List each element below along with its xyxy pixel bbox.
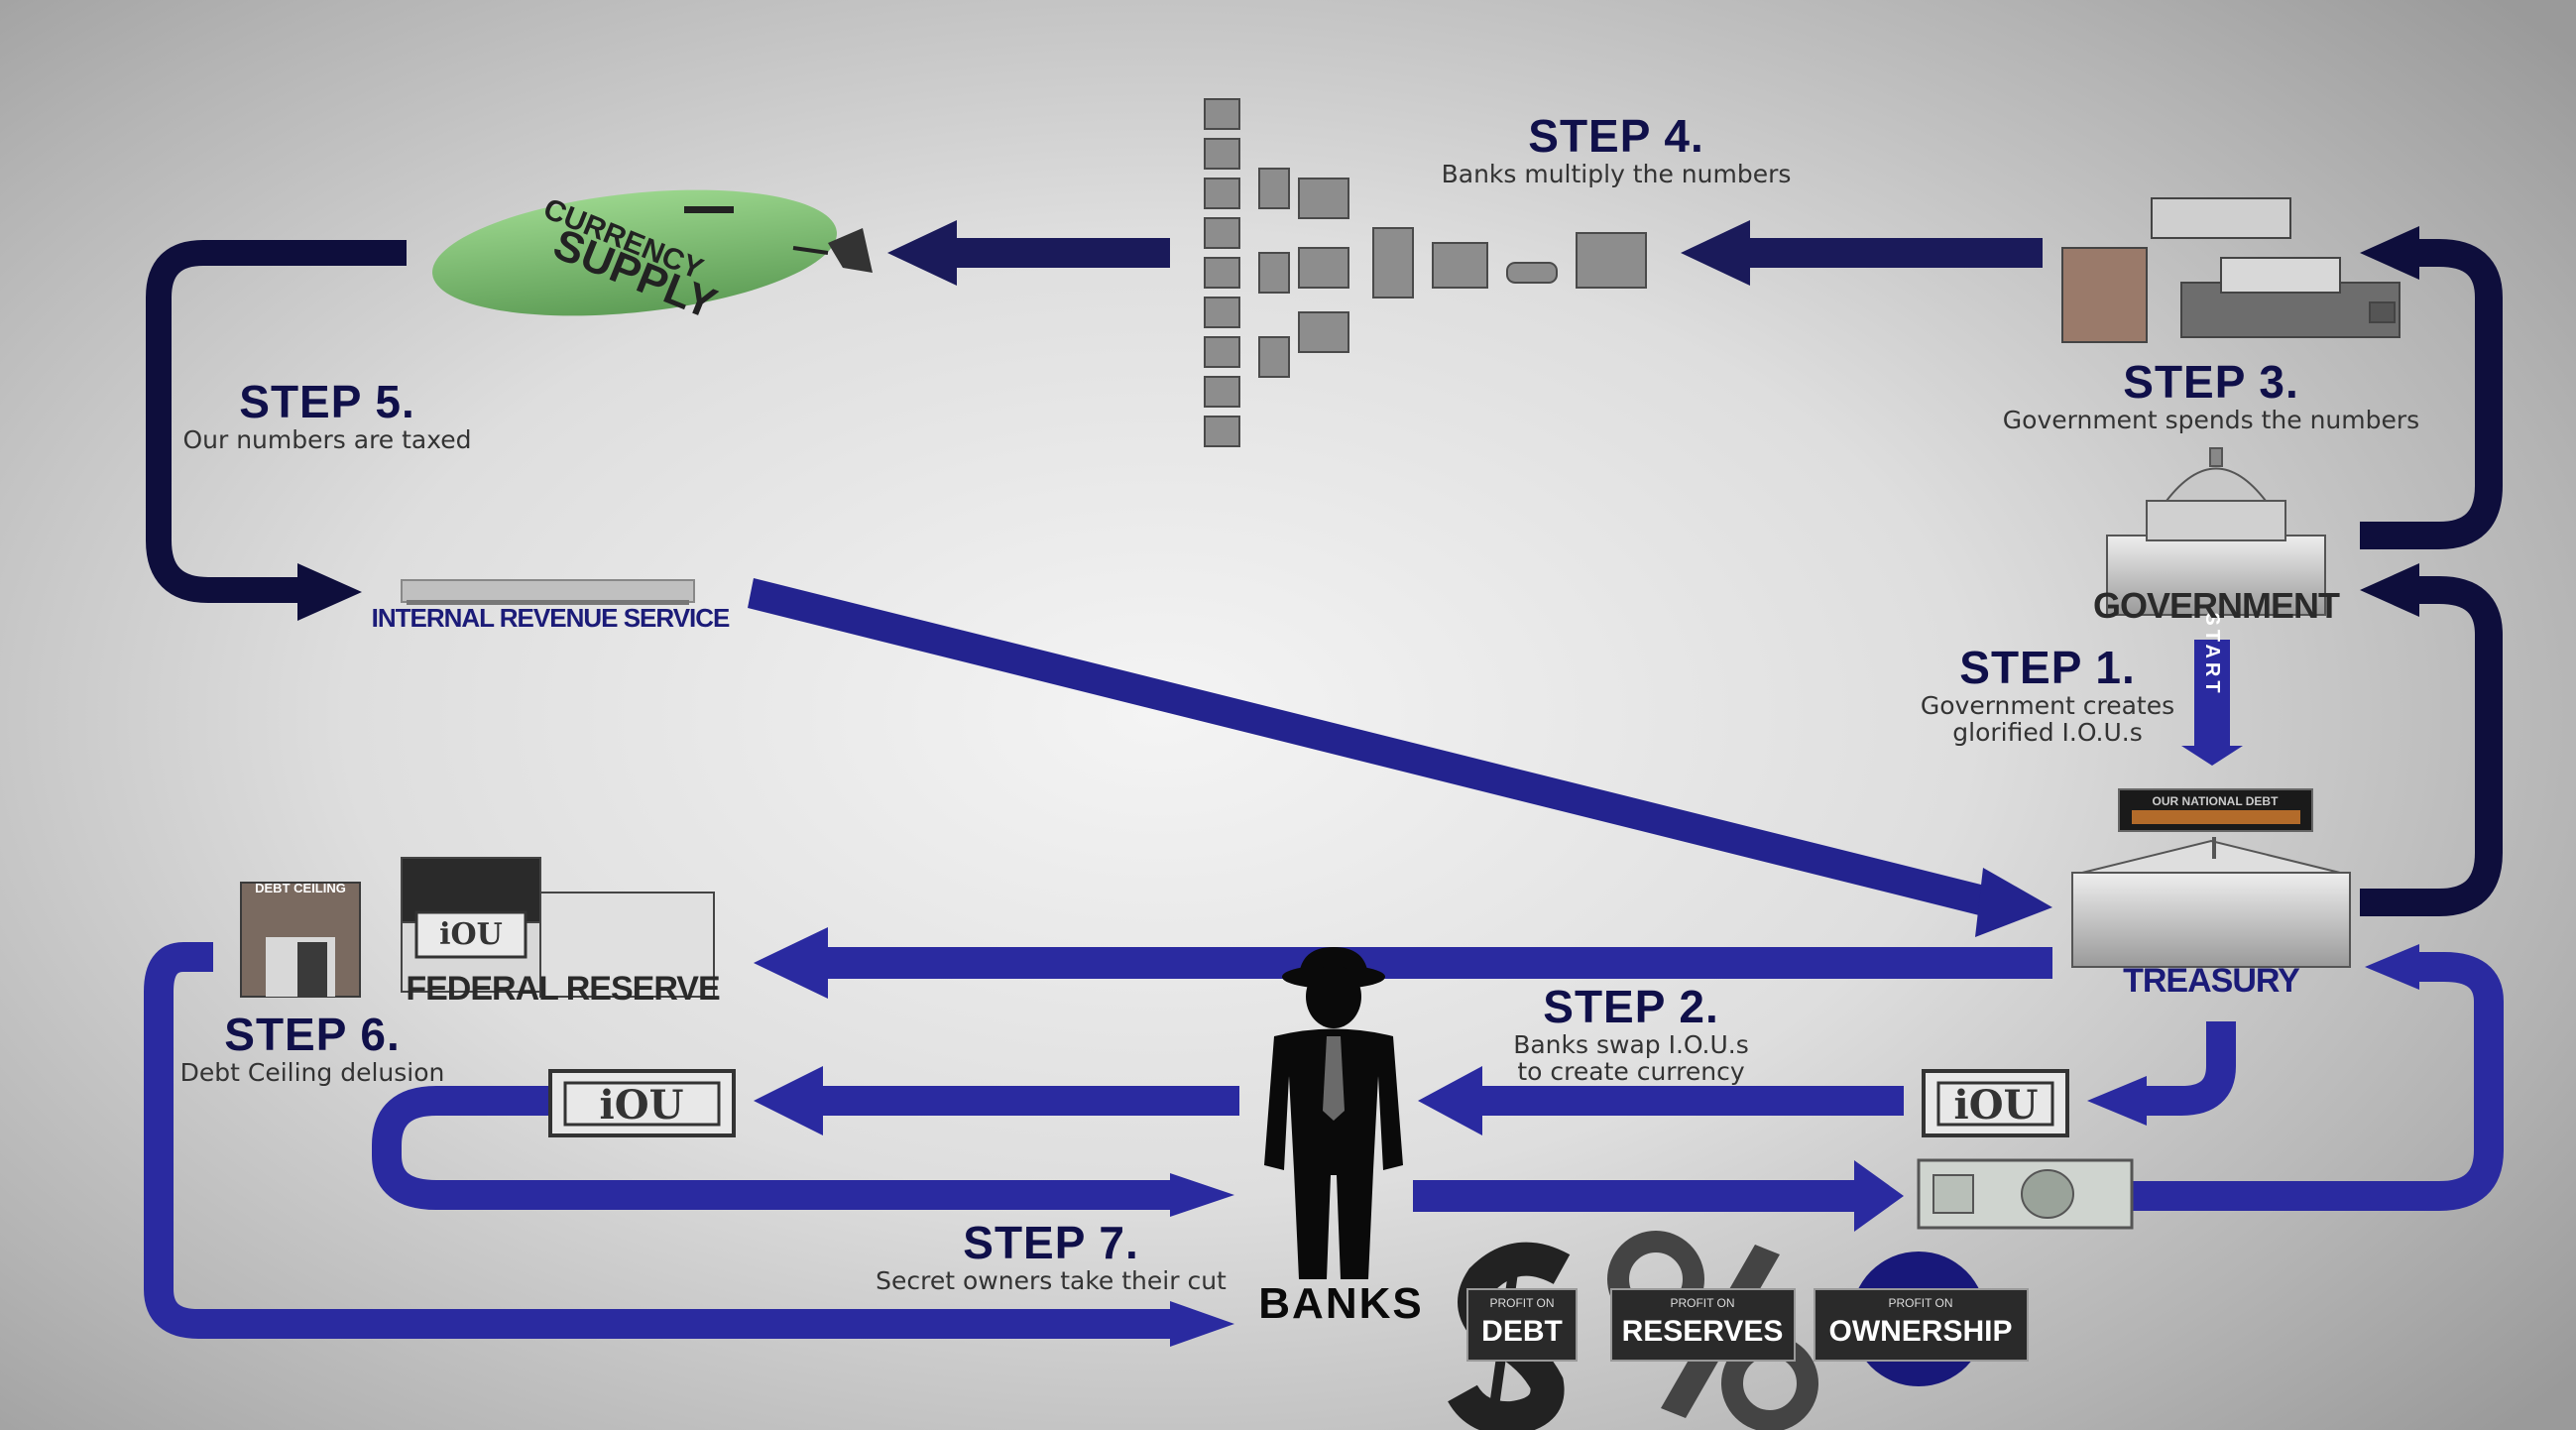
treasury-label: TREASURY xyxy=(2123,962,2300,1000)
iou-bill-left xyxy=(548,1069,736,1137)
step2-title: STEP 2. xyxy=(1543,981,1719,1032)
step1-title: STEP 1. xyxy=(1959,642,2136,693)
outer-loop-arrow xyxy=(144,942,1170,1339)
capitol-building xyxy=(2106,447,2326,616)
national-debt-label: OUR NATIONAL DEBT xyxy=(2153,794,2280,808)
banks-to-left-iou-head xyxy=(754,1066,823,1135)
step6-desc: Debt Ceiling delusion xyxy=(179,1058,445,1087)
banks-to-currency-shaft xyxy=(1413,1180,1859,1212)
profit-ownership-badge xyxy=(1814,1251,2029,1386)
left-iou-loop-arrow xyxy=(372,1086,1170,1210)
step5-desc: Our numbers are taxed xyxy=(182,425,472,454)
start-label: START xyxy=(2201,612,2223,696)
step5-loop-arrow xyxy=(146,240,407,603)
banks-to-left-iou-shaft xyxy=(818,1086,1239,1116)
step2-label: STEP 2. Banks swap I.O.U.s to create cur… xyxy=(1477,982,1785,1085)
step7-label: STEP 7. Secret owners take their cut xyxy=(863,1218,1239,1294)
start-arrow xyxy=(2181,640,2243,766)
government-return-arrowhead xyxy=(2360,563,2419,617)
government-spending-icons xyxy=(2061,197,2400,343)
iou-bill-treasury xyxy=(1922,1069,2069,1137)
step3-loop-arrowhead xyxy=(2360,226,2419,280)
step3-desc: Government spends the numbers xyxy=(2002,406,2420,434)
currency-to-treasury-head xyxy=(2365,944,2419,990)
step5-loop-arrowhead xyxy=(297,563,362,621)
step2-desc-line2: to create currency xyxy=(1517,1057,1745,1086)
government-label: GOVERNMENT xyxy=(2092,585,2340,626)
iou-bill-fed xyxy=(414,910,527,959)
step3-label: STEP 3. Government spends the numbers xyxy=(1973,357,2449,433)
treasury-down-arrow xyxy=(2142,1021,2236,1116)
step5-label: STEP 5. Our numbers are taxed xyxy=(169,377,486,453)
debt-ceiling-icon xyxy=(240,882,361,998)
profit-reserves-badge xyxy=(1607,1231,1818,1430)
currency-to-treasury-loop xyxy=(2132,952,2504,1211)
treasury-down-arrowhead xyxy=(2087,1076,2147,1126)
banks-to-supply-head xyxy=(887,220,957,286)
currency-supply-blimp xyxy=(432,189,873,316)
step4-title: STEP 4. xyxy=(1528,110,1704,162)
federal-reserve-label: FEDERAL RESERVE xyxy=(406,970,720,1008)
profit-debt-big: DEBT xyxy=(1481,1315,1563,1348)
iou-text-left: iOU xyxy=(600,1082,684,1129)
national-debt-clock xyxy=(2118,788,2313,832)
govspend-to-banks-head xyxy=(1681,220,1750,286)
irs-to-treasury-arrow xyxy=(748,578,1993,917)
irs-building xyxy=(401,579,695,605)
govspend-to-banks-shaft xyxy=(1745,238,2043,268)
step4-desc: Banks multiply the numbers xyxy=(1441,160,1792,188)
step7-desc: Secret owners take their cut xyxy=(876,1266,1227,1295)
irs-to-treasury-arrowhead xyxy=(1975,868,2052,937)
irs-label: INTERNAL REVENUE SERVICE xyxy=(371,603,731,633)
profit-reserves-big: RESERVES xyxy=(1622,1315,1784,1348)
step4-label: STEP 4. Banks multiply the numbers xyxy=(1408,111,1824,187)
banker-silhouette xyxy=(1264,947,1403,1279)
step3-title: STEP 3. xyxy=(2123,356,2299,408)
step5-title: STEP 5. xyxy=(239,376,415,427)
step6-title: STEP 6. xyxy=(224,1009,401,1060)
iou-text-treasury: iOU xyxy=(1954,1082,2039,1129)
step1-desc-line1: Government creates xyxy=(1920,691,2175,720)
banks-label: BANKS xyxy=(1258,1279,1424,1328)
profit-debt-badge xyxy=(1448,1242,1578,1430)
debt-ceiling-label: DEBT CEILING xyxy=(255,881,346,895)
treasury-to-fed-shaft xyxy=(823,947,2052,979)
iou-to-banks-shaft xyxy=(1477,1086,1904,1116)
step3-loop-arrow xyxy=(2360,239,2503,916)
left-iou-loop-head xyxy=(1170,1173,1234,1217)
iou-text-fed: iOU xyxy=(439,917,503,952)
iou-to-banks-head xyxy=(1418,1066,1482,1135)
treasury-to-fed-head xyxy=(754,927,828,999)
step1-desc-line2: glorified I.O.U.s xyxy=(1952,718,2143,747)
banks-to-supply-shaft xyxy=(952,238,1170,268)
step6-label: STEP 6. Debt Ceiling delusion xyxy=(169,1010,456,1086)
step1-label: STEP 1. Government creates glorified I.O… xyxy=(1904,643,2191,746)
banks-building-cluster xyxy=(1204,98,1647,447)
profit-ownership-small: PROFIT ON xyxy=(1888,1296,1952,1310)
profit-debt-small: PROFIT ON xyxy=(1489,1296,1554,1310)
banks-to-currency-head xyxy=(1854,1160,1904,1232)
outer-loop-head xyxy=(1170,1301,1234,1347)
profit-reserves-small: PROFIT ON xyxy=(1670,1296,1734,1310)
step7-title: STEP 7. xyxy=(963,1217,1139,1268)
step2-desc-line1: Banks swap I.O.U.s xyxy=(1513,1030,1749,1059)
treasury-building xyxy=(2071,837,2351,968)
profit-ownership-big: OWNERSHIP xyxy=(1828,1315,2012,1348)
dollar-bill xyxy=(1917,1158,2134,1230)
